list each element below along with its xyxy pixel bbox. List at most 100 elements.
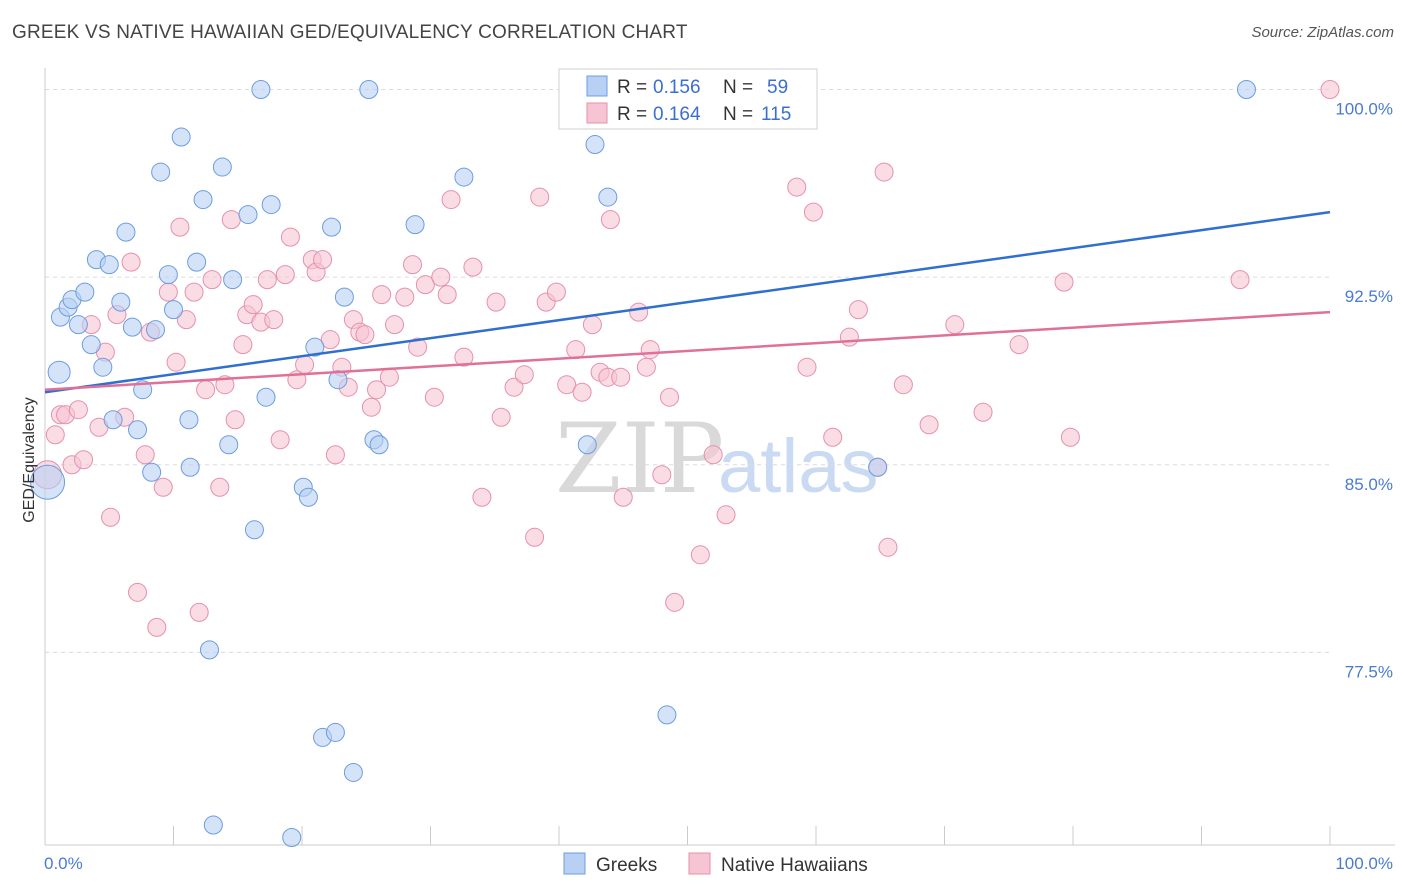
y-axis-label: GED/Equivalency (21, 397, 38, 522)
legend-r-value-hawaiians: 0.164 (653, 104, 701, 125)
point-greeks-14 (122, 317, 142, 337)
point-hawaiians-6 (74, 450, 94, 470)
point-greeks-23 (179, 410, 199, 430)
point-hawaiians-89 (660, 387, 680, 407)
point-greeks-17 (142, 462, 162, 482)
point-hawaiians-82 (600, 210, 620, 230)
point-hawaiians-5 (68, 400, 88, 420)
point-hawaiians-18 (153, 477, 173, 497)
point-hawaiians-111 (1320, 80, 1340, 100)
point-hawaiians-110 (1230, 270, 1250, 290)
point-hawaiians-37 (270, 430, 290, 450)
y-tick-label-0: 77.5% (1345, 662, 1393, 681)
point-greeks-45 (328, 370, 348, 390)
point-hawaiians-10 (101, 507, 121, 527)
point-greeks-7 (81, 335, 101, 355)
point-greeks-47 (359, 80, 379, 100)
point-hawaiians-35 (257, 270, 277, 290)
point-greeks-42 (325, 722, 345, 742)
point-hawaiians-101 (874, 162, 894, 182)
axes (44, 68, 1395, 846)
point-hawaiians-60 (415, 275, 435, 295)
point-greeks-40 (305, 337, 325, 357)
point-hawaiians-59 (408, 337, 428, 357)
bottom-legend-swatch-greeks (563, 852, 586, 875)
legend-bottom: Greeks Native Hawaiians (563, 852, 868, 876)
point-hawaiians-86 (636, 357, 656, 377)
point-greeks-35 (256, 387, 276, 407)
chart-title: GREEK VS NATIVE HAWAIIAN GED/EQUIVALENCY… (12, 22, 688, 43)
point-greeks-39 (298, 487, 318, 507)
point-hawaiians-72 (525, 527, 545, 547)
point-hawaiians-76 (557, 375, 577, 395)
legend-r-label-greeks: R = (617, 77, 647, 98)
point-greeks-11 (103, 410, 123, 430)
point-greeks-5 (68, 315, 88, 335)
point-hawaiians-91 (690, 545, 710, 565)
point-hawaiians-88 (652, 465, 672, 485)
point-hawaiians-1 (45, 425, 65, 445)
point-hawaiians-45 (320, 330, 340, 350)
point-hawaiians-20 (166, 352, 186, 372)
point-greeks-29 (212, 157, 232, 177)
point-hawaiians-69 (491, 407, 511, 427)
point-hawaiians-46 (325, 445, 345, 465)
trend-line-greeks (44, 210, 1331, 394)
point-greeks-55 (657, 705, 677, 725)
point-hawaiians-102 (878, 537, 898, 557)
point-hawaiians-93 (716, 505, 736, 525)
point-hawaiians-79 (582, 315, 602, 335)
point-hawaiians-63 (437, 285, 457, 305)
point-greeks-1 (47, 360, 71, 384)
point-hawaiians-27 (210, 477, 230, 497)
point-hawaiians-84 (613, 487, 633, 507)
point-hawaiians-26 (202, 270, 222, 290)
point-greeks-33 (244, 520, 264, 540)
bottom-legend-swatch-hawaiians (688, 852, 711, 875)
point-hawaiians-104 (919, 415, 939, 435)
chart-source: Source: ZipAtlas.com (1251, 24, 1394, 41)
point-hawaiians-96 (803, 202, 823, 222)
legend-swatch-greeks (586, 75, 608, 97)
point-greeks-51 (454, 167, 474, 187)
point-hawaiians-13 (121, 252, 141, 272)
point-hawaiians-105 (945, 315, 965, 335)
y-tick-label-2: 92.5% (1345, 287, 1393, 306)
point-greeks-50 (405, 215, 425, 235)
watermark: ZIP atlas (555, 403, 879, 515)
y-tick-label-3: 100.0% (1335, 100, 1393, 119)
point-greeks-13 (116, 222, 136, 242)
point-hawaiians-62 (431, 267, 451, 287)
point-greeks-37 (282, 827, 302, 847)
point-hawaiians-51 (355, 325, 375, 345)
point-hawaiians-90 (665, 592, 685, 612)
grid-lines (45, 89, 1330, 653)
point-greeks-53 (585, 135, 605, 155)
point-hawaiians-65 (454, 347, 474, 367)
point-greeks-49 (369, 435, 389, 455)
bottom-legend-label-greeks: Greeks (596, 855, 657, 876)
point-hawaiians-103 (893, 375, 913, 395)
legend-n-value-hawaiians: 115 (761, 104, 791, 125)
point-hawaiians-39 (280, 227, 300, 247)
point-greeks-32 (238, 205, 258, 225)
legend-n-label-hawaiians: N = (723, 104, 753, 125)
point-hawaiians-56 (385, 315, 405, 335)
point-hawaiians-71 (514, 365, 534, 385)
bottom-legend-label-hawaiians: Native Hawaiians (721, 855, 868, 876)
trend-lines (44, 210, 1331, 394)
y-tick-labels: 77.5% 85.0% 92.5% 100.0% (1335, 100, 1393, 682)
point-greeks-36 (261, 195, 281, 215)
point-hawaiians-107 (1009, 335, 1029, 355)
point-hawaiians-85 (629, 302, 649, 322)
point-hawaiians-95 (797, 357, 817, 377)
point-hawaiians-36 (264, 310, 284, 330)
point-hawaiians-77 (566, 340, 586, 360)
point-hawaiians-94 (787, 177, 807, 197)
point-greeks-54 (598, 187, 618, 207)
point-hawaiians-17 (147, 617, 167, 637)
data-points (30, 80, 1340, 847)
point-greeks-24 (180, 457, 200, 477)
point-greeks-21 (164, 300, 183, 320)
